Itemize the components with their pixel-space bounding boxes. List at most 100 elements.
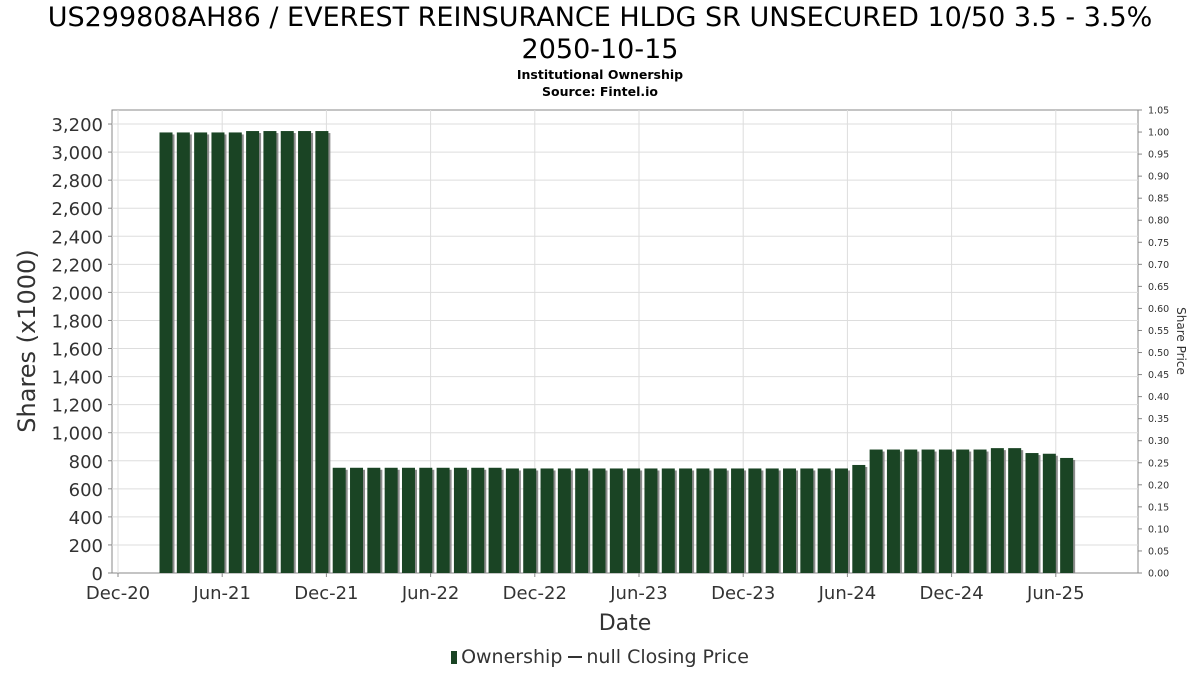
y-axis-title: Shares (x1000) — [13, 249, 41, 432]
ownership-bar — [298, 131, 312, 573]
y2-tick-label: 0.40 — [1148, 392, 1169, 403]
ownership-bar — [886, 449, 900, 573]
ownership-bar — [748, 468, 762, 573]
chart-legend: Ownership null Closing Price — [0, 646, 1200, 668]
chart-source: Source: Fintel.io — [542, 84, 658, 99]
y-tick-label: 1,200 — [51, 396, 103, 417]
chart-title-line-1: US299808AH86 / EVEREST REINSURANCE HLDG … — [47, 2, 1153, 33]
y2-tick-label: 0.65 — [1148, 282, 1169, 293]
x-tick-label: Jun-21 — [192, 583, 251, 604]
y-tick-label: 400 — [69, 508, 103, 529]
ownership-bar — [869, 449, 883, 573]
legend-ownership-swatch — [451, 651, 458, 664]
ownership-bar — [263, 131, 277, 573]
ownership-bar — [731, 468, 745, 573]
x-tick-label: Jun-25 — [1026, 583, 1085, 604]
ownership-bar — [661, 468, 675, 573]
ownership-bar — [696, 468, 710, 573]
x-tick-label: Jun-22 — [401, 583, 460, 604]
x-tick-label: Jun-24 — [818, 583, 877, 604]
y2-tick-label: 0.50 — [1148, 348, 1169, 359]
ownership-bar — [488, 467, 502, 573]
ownership-bar — [350, 467, 364, 573]
y2-tick-label: 0.85 — [1148, 194, 1169, 205]
y2-axis-title: Share Price — [1174, 307, 1188, 375]
ownership-bar — [1025, 453, 1039, 573]
x-tick-label: Dec-21 — [294, 583, 358, 604]
y-tick-label: 3,000 — [51, 143, 103, 164]
ownership-bar — [419, 467, 433, 573]
y-tick-label: 2,400 — [51, 227, 103, 248]
ownership-chart: Dec-20 Jun-21 Dec-21 Jun-22 Dec-22 Jun-23 Dec-… — [13, 106, 1188, 637]
y-tick-label: 2,200 — [51, 255, 103, 276]
y2-tick-label: 0.70 — [1148, 260, 1169, 271]
ownership-bar — [523, 468, 537, 573]
ownership-bar — [505, 468, 519, 573]
ownership-bar — [956, 449, 970, 573]
ownership-bar — [921, 449, 935, 573]
y2-tick-label: 0.75 — [1148, 238, 1169, 249]
ownership-bar — [1060, 457, 1074, 573]
y-tick-label: 600 — [69, 480, 103, 501]
ownership-bar — [644, 468, 658, 573]
ownership-bar — [817, 468, 831, 573]
ownership-bar — [990, 448, 1004, 573]
ownership-bar — [401, 467, 415, 573]
ownership-bar — [540, 468, 554, 573]
y-tick-label: 2,600 — [51, 199, 103, 220]
y2-tick-label: 0.55 — [1148, 326, 1169, 337]
y-tick-label: 0 — [92, 564, 103, 585]
y2-tick-label: 0.90 — [1148, 172, 1169, 183]
y2-tick-label: 1.00 — [1148, 128, 1169, 139]
legend-ownership-label: Ownership — [461, 646, 563, 668]
ownership-bar — [973, 449, 987, 573]
ownership-bar — [315, 131, 329, 573]
ownership-bar — [609, 468, 623, 573]
ownership-bar — [765, 468, 779, 573]
x-tick-label: Dec-22 — [503, 583, 567, 604]
y-tick-label: 1,000 — [51, 424, 103, 445]
ownership-bar — [228, 132, 242, 573]
ownership-bar — [627, 468, 641, 573]
ownership-bar — [1042, 453, 1056, 573]
ownership-bar — [332, 467, 346, 573]
ownership-bar — [471, 467, 485, 573]
y2-tick-label: 0.30 — [1148, 436, 1169, 447]
legend-price-line — [568, 656, 583, 658]
y2-tick-label: 0.20 — [1148, 480, 1169, 491]
y-tick-label: 800 — [69, 452, 103, 473]
x-axis-title: Date — [599, 611, 652, 636]
chart-title-line-2: 2050-10-15 — [521, 34, 679, 65]
y2-tick-label: 0.35 — [1148, 414, 1169, 425]
ownership-bar — [280, 131, 294, 573]
ownership-bar — [852, 464, 866, 573]
ownership-bar — [453, 467, 467, 573]
y-tick-label: 2,800 — [51, 171, 103, 192]
ownership-bar — [436, 467, 450, 573]
ownership-bar — [557, 468, 571, 573]
y-tick-label: 1,800 — [51, 311, 103, 332]
y2-tick-label: 0.00 — [1148, 569, 1169, 580]
ownership-bar — [800, 468, 814, 573]
ownership-bar — [575, 468, 589, 573]
ownership-bar — [159, 132, 173, 573]
y-tick-label: 2,000 — [51, 283, 103, 304]
y-tick-label: 200 — [69, 536, 103, 557]
ownership-bar — [938, 449, 952, 573]
y2-tick-label: 1.05 — [1148, 106, 1169, 117]
ownership-bar — [679, 468, 693, 573]
y-tick-label: 3,200 — [51, 115, 103, 136]
y2-tick-label: 0.05 — [1148, 546, 1169, 557]
ownership-bar — [194, 132, 208, 573]
ownership-bar — [1008, 448, 1022, 573]
x-tick-label: Jun-23 — [609, 583, 668, 604]
ownership-bar — [904, 449, 918, 573]
ownership-bar — [384, 467, 398, 573]
ownership-bar — [176, 132, 190, 573]
ownership-bar — [713, 468, 727, 573]
ownership-bar — [783, 468, 797, 573]
chart-subtitle: Institutional Ownership — [516, 67, 684, 82]
x-tick-label: Dec-23 — [711, 583, 775, 604]
ownership-bar — [367, 467, 381, 573]
x-tick-label: Dec-20 — [86, 583, 150, 604]
